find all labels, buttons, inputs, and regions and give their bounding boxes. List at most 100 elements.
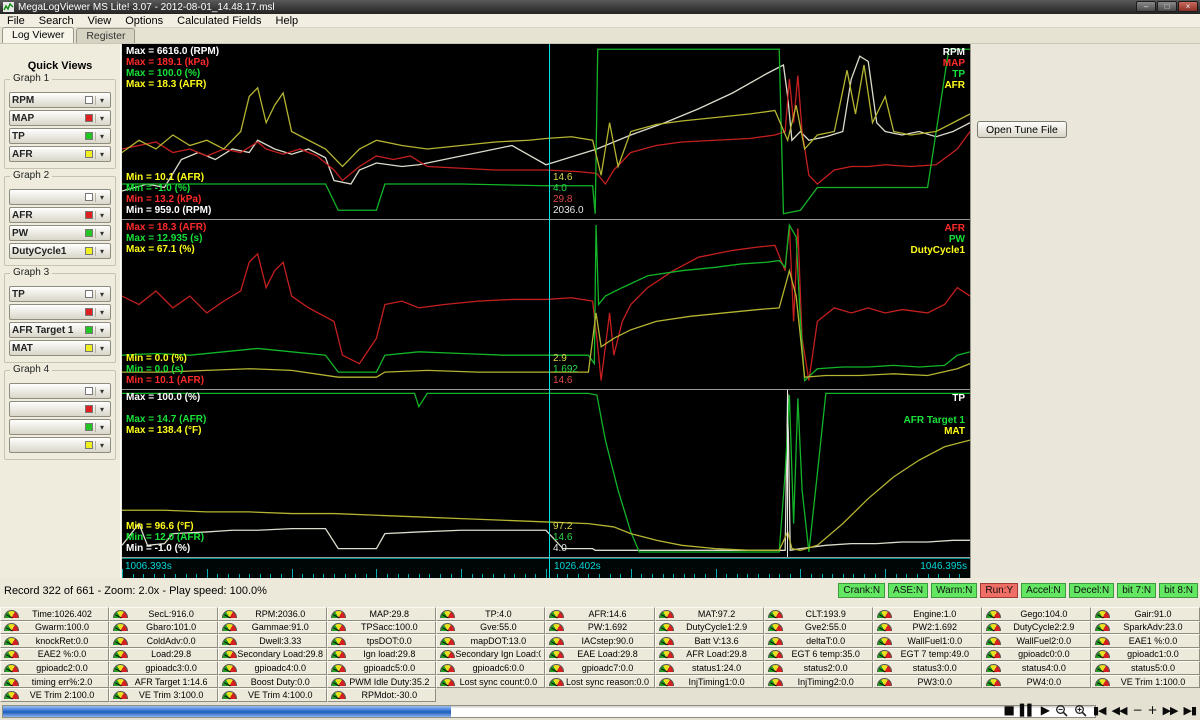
- gauge-cell-timing-err[interactable]: timing err%:2.0: [0, 674, 110, 689]
- gauge-cell-secl[interactable]: SecL:916.0: [109, 607, 219, 621]
- gauge-cell-gpioadc6[interactable]: gpioadc6:0.0: [436, 661, 546, 675]
- field-selector-afr-target-1[interactable]: AFR Target 1 ▾: [9, 322, 111, 338]
- field-selector-tp[interactable]: TP ▾: [9, 128, 111, 144]
- field-selector-mat[interactable]: MAT ▾: [9, 340, 111, 356]
- gauge-cell-load[interactable]: Load:29.8: [109, 647, 219, 662]
- play-button[interactable]: ▶: [1040, 703, 1050, 717]
- gauge-cell-sparkadv[interactable]: SparkAdv:23.0: [1090, 620, 1200, 635]
- title-bar[interactable]: MegaLogViewer MS Lite! 3.07 - 2012-08-01…: [0, 0, 1200, 14]
- gauge-cell-gpioadc4[interactable]: gpioadc4:0.0: [218, 661, 328, 675]
- gauge-cell-ve-trim-4[interactable]: VE Trim 4:100.0: [218, 688, 328, 702]
- gauge-cell-egt-7-temp[interactable]: EGT 7 temp:49.0: [872, 647, 982, 662]
- menu-view[interactable]: View: [87, 14, 112, 27]
- gauge-cell-rpm[interactable]: RPM:2036.0: [218, 607, 328, 621]
- gauge-cell-knockret[interactable]: knockRet:0.0: [0, 634, 110, 648]
- menu-calculated-fields[interactable]: Calculated Fields: [177, 14, 262, 27]
- gauge-cell-pwm-idle-duty[interactable]: PWM Idle Duty:35.2: [327, 674, 437, 689]
- dropdown-arrow-icon[interactable]: ▾: [95, 343, 108, 353]
- gauge-cell-dutycycle2[interactable]: DutyCycle2:2.9: [981, 620, 1091, 635]
- gauge-cell-gpioadc0[interactable]: gpioadc0:0.0: [981, 647, 1091, 662]
- field-selector-empty[interactable]: ▾: [9, 401, 111, 417]
- gauge-cell-gwarm[interactable]: Gwarm:100.0: [0, 620, 110, 635]
- gauge-cell-afr-load[interactable]: AFR Load:29.8: [654, 647, 764, 662]
- gauge-cell-mat[interactable]: MAT:97.2: [654, 607, 764, 621]
- dropdown-arrow-icon[interactable]: ▾: [95, 307, 108, 317]
- field-selector-empty[interactable]: ▾: [9, 189, 111, 205]
- close-button[interactable]: ×: [1178, 1, 1198, 12]
- gauge-cell-boost-duty[interactable]: Boost Duty:0.0: [218, 674, 328, 689]
- dropdown-arrow-icon[interactable]: ▾: [95, 192, 108, 202]
- dropdown-arrow-icon[interactable]: ▾: [95, 325, 108, 335]
- open-tune-file-button[interactable]: Open Tune File: [977, 121, 1067, 138]
- gauge-cell-gpioadc5[interactable]: gpioadc5:0.0: [327, 661, 437, 675]
- gauge-cell-ign-load[interactable]: Ign load:29.8: [327, 647, 437, 662]
- gauge-cell-clt[interactable]: CLT:193.9: [763, 607, 873, 621]
- zoom-out-button[interactable]: [1055, 704, 1068, 717]
- fast-forward-button[interactable]: ▶▶: [1162, 704, 1179, 717]
- tab-log-viewer[interactable]: Log Viewer: [2, 27, 75, 43]
- gauge-cell-gve2[interactable]: Gve2:55.0: [763, 620, 873, 635]
- field-selector-empty[interactable]: ▾: [9, 437, 111, 453]
- gauge-cell-gpioadc3[interactable]: gpioadc3:0.0: [109, 661, 219, 675]
- minimize-button[interactable]: –: [1136, 1, 1156, 12]
- gauge-cell-pw2[interactable]: PW2:1.692: [872, 620, 982, 635]
- playback-progress-bar[interactable]: [2, 705, 1096, 718]
- gauge-cell-secondary-load[interactable]: Secondary Load:29.8: [218, 647, 328, 662]
- gauge-cell-iacstep[interactable]: IACstep:90.0: [545, 634, 655, 648]
- gauge-cell-gair[interactable]: Gair:91.0: [1090, 607, 1200, 621]
- field-selector-empty[interactable]: ▾: [9, 383, 111, 399]
- gauge-cell-rpmdot[interactable]: RPMdot:-30.0: [327, 688, 437, 702]
- gauge-cell-ve-trim-2[interactable]: VE Trim 2:100.0: [0, 688, 110, 702]
- gauge-cell-ve-trim-1[interactable]: VE Trim 1:100.0: [1090, 674, 1200, 689]
- step-back-button[interactable]: −: [1132, 703, 1142, 717]
- dropdown-arrow-icon[interactable]: ▾: [95, 113, 108, 123]
- field-selector-tp[interactable]: TP ▾: [9, 286, 111, 302]
- gauge-cell-gpioadc2[interactable]: gpioadc2:0.0: [0, 661, 110, 675]
- gauge-cell-map[interactable]: MAP:29.8: [327, 607, 437, 621]
- gauge-cell-engine[interactable]: Engine:1.0: [872, 607, 982, 621]
- maximize-button[interactable]: □: [1157, 1, 1177, 12]
- graph-panel-1[interactable]: Max = 6616.0 (RPM) Max = 189.1 (kPa) Max =…: [122, 44, 970, 220]
- dropdown-arrow-icon[interactable]: ▾: [95, 210, 108, 220]
- gauge-cell-gve[interactable]: Gve:55.0: [436, 620, 546, 635]
- stop-button[interactable]: ■: [1003, 703, 1015, 717]
- dropdown-arrow-icon[interactable]: ▾: [95, 404, 108, 414]
- gauge-cell-gammae[interactable]: Gammae:91.0: [218, 620, 328, 635]
- timeline-bar[interactable]: 1006.393s 1026.402s 1046.395s: [122, 558, 971, 578]
- menu-search[interactable]: Search: [38, 14, 74, 27]
- gauge-cell-status2[interactable]: status2:0.0: [763, 661, 873, 675]
- dropdown-arrow-icon[interactable]: ▾: [95, 149, 108, 159]
- gauge-cell-tpsdot[interactable]: tpsDOT:0.0: [327, 634, 437, 648]
- gauge-cell-egt-6-temp[interactable]: EGT 6 temp:35.0: [763, 647, 873, 662]
- gauge-cell-gpioadc7[interactable]: gpioadc7:0.0: [545, 661, 655, 675]
- field-selector-dutycycle1[interactable]: DutyCycle1 ▾: [9, 243, 111, 259]
- gauge-cell-eae-load[interactable]: EAE Load:29.8: [545, 647, 655, 662]
- field-selector-afr[interactable]: AFR ▾: [9, 146, 111, 162]
- gauge-cell-pw3[interactable]: PW3:0.0: [872, 674, 982, 689]
- gauge-cell-coldadv[interactable]: ColdAdv:0.0: [109, 634, 219, 648]
- menu-file[interactable]: File: [7, 14, 25, 27]
- skip-start-button[interactable]: ▮◀: [1093, 704, 1106, 717]
- gauge-cell-tpsacc[interactable]: TPSacc:100.0: [327, 620, 437, 635]
- gauge-cell-lost-sync-reason[interactable]: Lost sync reason:0.0: [545, 674, 655, 689]
- gauge-cell-status3[interactable]: status3:0.0: [872, 661, 982, 675]
- zoom-in-button[interactable]: [1074, 704, 1087, 717]
- gauge-cell-mapdot[interactable]: mapDOT:13.0: [436, 634, 546, 648]
- graph-panel-2[interactable]: Max = 18.3 (AFR) Max = 12.935 (s) Max = 67…: [122, 220, 970, 390]
- gauge-cell-dutycycle1[interactable]: DutyCycle1:2.9: [654, 620, 764, 635]
- field-selector-empty[interactable]: ▾: [9, 304, 111, 320]
- dropdown-arrow-icon[interactable]: ▾: [95, 246, 108, 256]
- skip-end-button[interactable]: ▶▮: [1183, 704, 1196, 717]
- gauge-cell-pw[interactable]: PW:1.692: [545, 620, 655, 635]
- graph-panel-3[interactable]: Max = 100.0 (%) Max = 14.7 (AFR) Max = 13…: [122, 390, 970, 558]
- playback-cursor-line[interactable]: [548, 44, 550, 578]
- field-selector-map[interactable]: MAP ▾: [9, 110, 111, 126]
- gauge-cell-secondary-ign-load[interactable]: Secondary Ign Load:0.0: [436, 647, 546, 662]
- gauge-cell-gbaro[interactable]: Gbaro:101.0: [109, 620, 219, 635]
- gauge-cell-status5[interactable]: status5:0.0: [1090, 661, 1200, 675]
- gauge-cell-gpioadc1[interactable]: gpioadc1:0.0: [1090, 647, 1200, 662]
- gauge-cell-lost-sync-count[interactable]: Lost sync count:0.0: [436, 674, 546, 689]
- pause-button[interactable]: ▌▌: [1019, 704, 1036, 717]
- step-forward-button[interactable]: +: [1147, 703, 1158, 717]
- gauge-cell-ve-trim-3[interactable]: VE Trim 3:100.0: [109, 688, 219, 702]
